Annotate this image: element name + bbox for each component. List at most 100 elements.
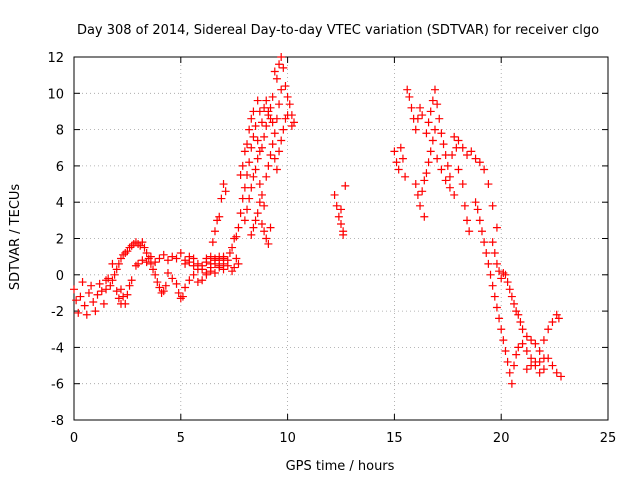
data-point <box>437 129 446 138</box>
data-point <box>471 154 480 163</box>
data-point <box>97 287 106 296</box>
data-point <box>116 254 125 263</box>
data-point <box>234 259 243 268</box>
data-point <box>548 317 557 326</box>
data-point <box>488 238 497 247</box>
data-point <box>463 151 472 160</box>
data-point <box>176 249 185 258</box>
data-point <box>221 187 230 196</box>
data-point <box>155 283 164 292</box>
data-point <box>495 267 504 276</box>
data-point <box>243 205 252 214</box>
data-point <box>142 258 151 267</box>
data-point <box>458 143 467 152</box>
data-point <box>215 263 224 272</box>
data-point <box>501 270 510 279</box>
y-tick-label: 12 <box>47 51 64 66</box>
data-point <box>548 361 557 370</box>
data-point <box>467 147 476 156</box>
data-point <box>108 259 117 268</box>
data-point <box>82 310 91 319</box>
data-point <box>264 161 273 170</box>
data-point <box>272 165 281 174</box>
tick-labels: 0 5 10 15 20 25 -8 -6 -4 -2 0 2 4 6 8 10 12 <box>47 51 616 446</box>
data-point <box>277 53 286 61</box>
data-point <box>127 241 136 250</box>
data-point <box>151 258 160 267</box>
data-point <box>401 172 410 181</box>
data-point <box>443 161 452 170</box>
data-point <box>116 285 125 294</box>
data-point <box>159 287 168 296</box>
data-point <box>168 274 177 283</box>
data-point <box>172 254 181 263</box>
data-point <box>420 176 429 185</box>
data-point <box>234 223 243 232</box>
data-point <box>114 294 123 303</box>
data-point <box>480 238 489 247</box>
data-point <box>330 190 339 199</box>
data-point <box>74 308 83 317</box>
data-point <box>535 368 544 377</box>
data-point <box>262 96 271 105</box>
data-point <box>102 285 111 294</box>
data-point <box>136 241 145 250</box>
data-point <box>272 74 281 83</box>
data-point <box>413 190 422 199</box>
data-point <box>418 111 427 120</box>
data-point <box>394 165 403 174</box>
data-point <box>492 259 501 268</box>
data-point <box>260 132 269 141</box>
data-point <box>243 140 252 149</box>
data-point <box>247 230 256 239</box>
data-point <box>275 60 284 69</box>
y-tick-label: 6 <box>56 160 64 175</box>
data-point <box>131 261 140 270</box>
data-point <box>332 201 341 210</box>
data-point <box>123 290 132 299</box>
data-point <box>260 103 269 112</box>
data-point <box>433 100 442 109</box>
data-point <box>210 268 219 277</box>
data-point <box>138 256 147 265</box>
data-point <box>236 170 245 179</box>
x-tick-label: 10 <box>279 431 296 446</box>
data-point <box>119 292 128 301</box>
y-axis-label: SDTVAR / TECUs <box>8 184 23 291</box>
data-point <box>424 118 433 127</box>
data-point <box>232 254 241 263</box>
data-point <box>125 281 134 290</box>
data-point <box>407 103 416 112</box>
data-point <box>422 169 431 178</box>
data-point <box>416 201 425 210</box>
data-point <box>255 147 264 156</box>
data-point <box>99 299 108 308</box>
data-point <box>208 238 217 247</box>
y-tick-label: -6 <box>51 378 64 393</box>
data-point <box>127 276 136 285</box>
data-point <box>554 314 563 323</box>
data-point <box>163 256 172 265</box>
data-point <box>448 151 457 160</box>
data-point <box>424 158 433 167</box>
data-point <box>155 254 164 263</box>
data-point <box>89 298 98 307</box>
data-point <box>268 118 277 127</box>
data-point <box>403 85 412 94</box>
data-point <box>185 276 194 285</box>
data-point <box>460 201 469 210</box>
data-point <box>240 147 249 156</box>
data-point <box>146 259 155 268</box>
data-point <box>251 165 260 174</box>
x-tick-label: 5 <box>177 431 185 446</box>
data-point <box>93 290 102 299</box>
data-point <box>104 274 113 283</box>
data-point <box>405 92 414 101</box>
data-point <box>522 347 531 356</box>
data-point <box>283 111 292 120</box>
y-tick-label: 2 <box>56 233 64 248</box>
data-point <box>228 267 237 276</box>
data-point <box>232 232 241 241</box>
data-point <box>161 281 170 290</box>
data-point <box>262 121 271 130</box>
